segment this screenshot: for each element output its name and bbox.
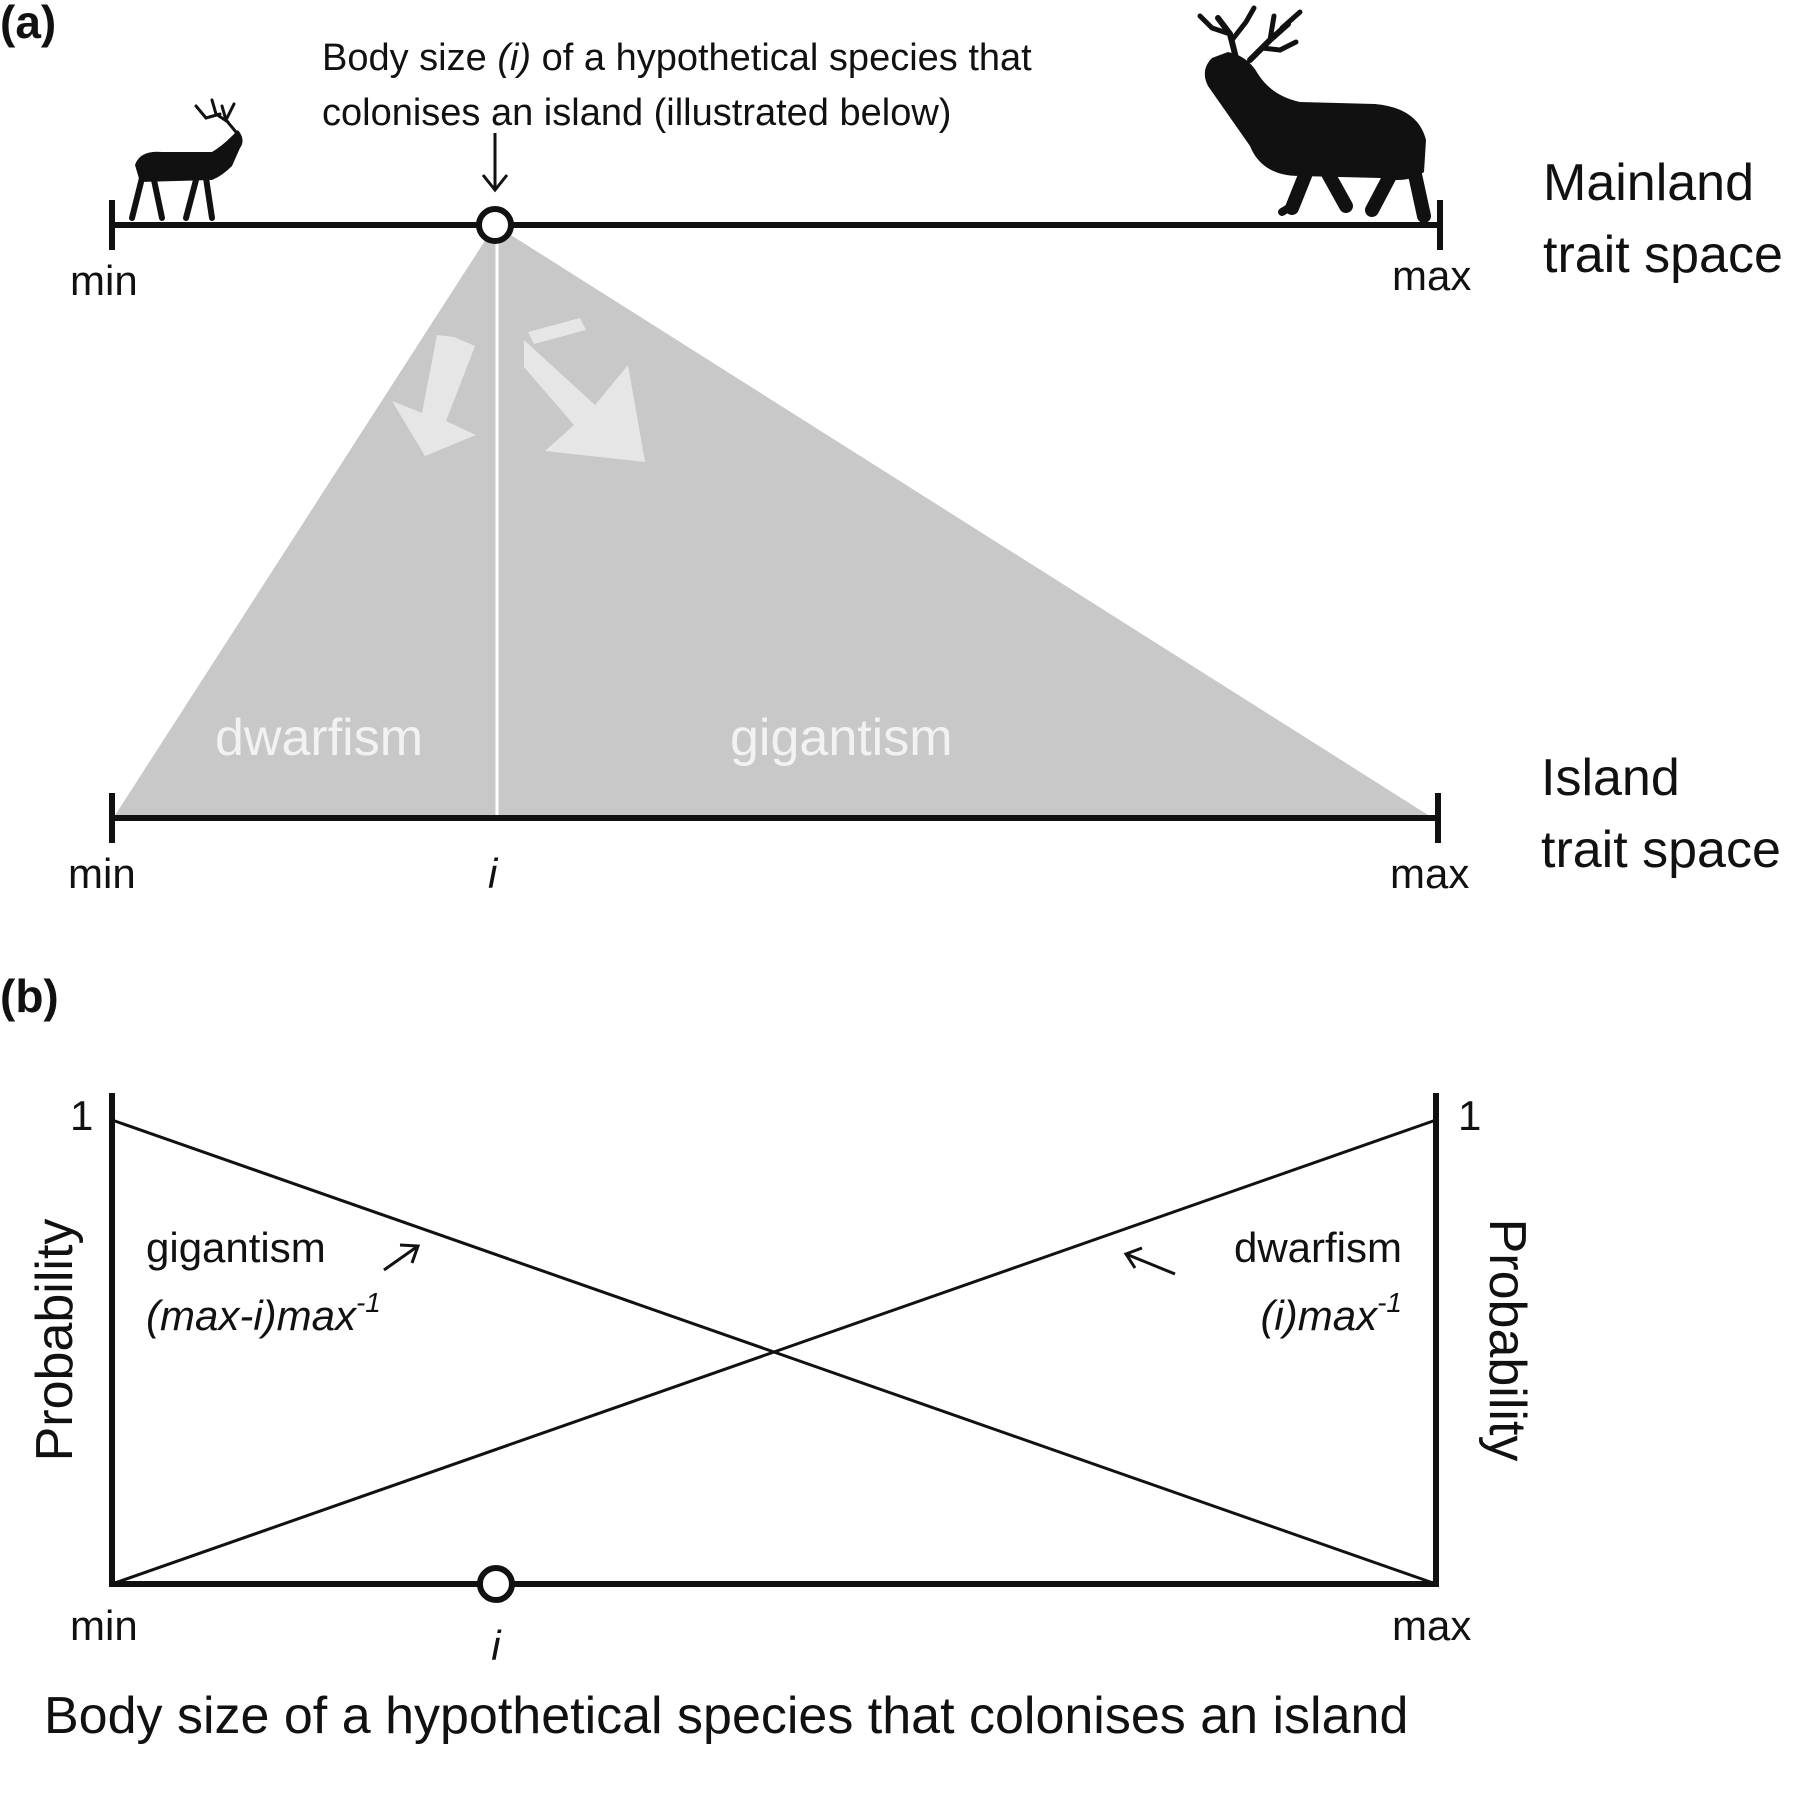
left-tick-1: 1 <box>70 1092 93 1139</box>
island-min-label: min <box>68 850 136 897</box>
colonist-caption-line-1: Body size (i) of a hypothetical species … <box>322 37 1032 79</box>
island-i-label: i <box>488 850 499 897</box>
dwarfism-arrow-icon <box>392 335 476 456</box>
dwarfism-zone-label: dwarfism <box>215 709 423 767</box>
dwarfism-pointer-icon <box>1123 1246 1176 1276</box>
island-title-line-1: Island <box>1541 749 1680 807</box>
dwarfism-annotation: dwarfism <box>1234 1224 1402 1271</box>
x-min-label: min <box>70 1602 138 1649</box>
mainland-title-line-1: Mainland <box>1543 154 1754 212</box>
mainland-max-label: max <box>1392 252 1471 299</box>
panel-b-label: (b) <box>0 970 59 1022</box>
panel-b: (b) 1 1 Probability Probability gigantis… <box>0 970 1536 1745</box>
panel-b-axes <box>109 1093 1439 1587</box>
mainland-title-line-2: trait space <box>1543 226 1783 284</box>
gigantism-zone-label: gigantism <box>730 709 953 767</box>
dwarfism-probability-line <box>111 1118 1437 1586</box>
island-title-line-2: trait space <box>1541 821 1781 879</box>
mainland-axis <box>109 200 1443 250</box>
large-elk-icon <box>1197 5 1431 223</box>
x-i-label: i <box>491 1622 502 1669</box>
colonist-marker <box>476 206 514 244</box>
gigantism-formula: (max-i)max-1 <box>146 1287 381 1339</box>
island-max-label: max <box>1390 850 1469 897</box>
gigantism-arrow-icon <box>524 318 645 462</box>
right-axis-title: Probability <box>1478 1219 1536 1462</box>
left-axis-title: Probability <box>26 1219 84 1462</box>
island-axis <box>109 793 1441 843</box>
down-arrow-icon <box>481 133 509 193</box>
dwarfism-formula: (i)max-1 <box>1260 1287 1402 1339</box>
colonist-marker-b <box>476 1565 515 1603</box>
right-tick-1: 1 <box>1458 1092 1481 1139</box>
x-max-label: max <box>1392 1602 1471 1649</box>
gigantism-annotation: gigantism <box>146 1224 326 1271</box>
x-axis-title: Body size of a hypothetical species that… <box>44 1687 1408 1745</box>
gigantism-pointer-icon <box>383 1243 421 1272</box>
panel-a: (a) dwarfism gigantism Body size (i) of … <box>0 0 1783 897</box>
small-elk-icon <box>129 98 243 221</box>
panel-a-label: (a) <box>0 0 56 48</box>
mainland-min-label: min <box>70 257 138 304</box>
colonist-caption-line-2: colonises an island (illustrated below) <box>322 92 951 134</box>
